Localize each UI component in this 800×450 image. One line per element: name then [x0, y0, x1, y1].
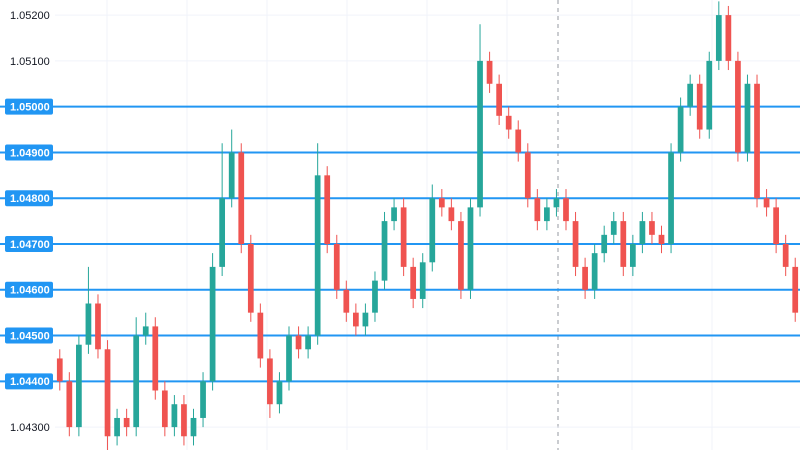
candle-body [591, 253, 598, 290]
candle-body [343, 289, 350, 313]
candle-body [142, 326, 149, 336]
candle-body [658, 234, 665, 244]
y-tick-label: 1.04900 [10, 147, 50, 159]
candle-body [744, 83, 751, 153]
candle-body [200, 381, 206, 418]
candle-body [524, 152, 531, 199]
y-tick-label: 1.05200 [10, 10, 50, 22]
candle-body [267, 358, 273, 405]
candle-body [553, 198, 560, 208]
candle-body [563, 198, 569, 222]
candle-body [438, 198, 445, 208]
y-tick-label: 1.05000 [10, 102, 50, 114]
candle-body [181, 404, 187, 437]
level-label-box [5, 327, 53, 344]
candle-body [754, 83, 760, 199]
candle-body [601, 234, 608, 254]
candle-body [391, 207, 397, 222]
candle-body [668, 152, 674, 244]
candle-body [219, 198, 226, 267]
candle-body [419, 262, 426, 299]
candle-body [582, 266, 588, 290]
candle-body [410, 266, 417, 299]
candle-body [544, 207, 550, 222]
candle-body [763, 198, 770, 208]
candle-body [276, 381, 283, 405]
candle-body [66, 381, 73, 428]
candle-body [238, 152, 245, 244]
y-tick-label: 1.05100 [10, 56, 50, 68]
candle-body [228, 152, 235, 199]
candle-body [572, 221, 579, 267]
candle-body [515, 129, 522, 153]
candle-body [715, 15, 722, 61]
candle-body [95, 303, 101, 350]
candle-body [362, 312, 369, 327]
candle-body [400, 207, 407, 267]
candle-body [486, 60, 493, 84]
candle-body [114, 417, 120, 437]
candle-body [381, 221, 388, 281]
candle-body [610, 221, 617, 235]
candle-body [85, 303, 92, 345]
candle-body [620, 221, 627, 267]
candle-body [639, 221, 646, 244]
candle-body [104, 349, 111, 437]
candle-body [295, 335, 302, 350]
candle-body [247, 243, 254, 313]
candle-body [372, 280, 378, 313]
candle-body [190, 417, 197, 437]
candle-body [76, 344, 82, 428]
y-tick-label: 1.04600 [10, 285, 50, 297]
candle-body [353, 312, 359, 327]
candle-body [649, 221, 655, 235]
candle-body [257, 312, 264, 359]
candle-body [735, 60, 741, 153]
candle-body [629, 243, 636, 267]
candle-body [429, 198, 436, 263]
candle-body [687, 83, 694, 107]
candle-body [773, 207, 779, 244]
candle-body [133, 335, 140, 428]
candle-body [333, 243, 340, 290]
candle-body [123, 417, 130, 428]
candle-body [792, 266, 799, 313]
level-label-box [5, 235, 53, 252]
candle-body [496, 83, 502, 116]
vertical-grid [106, 0, 713, 450]
candle-body [56, 358, 63, 382]
candle-body [477, 60, 483, 208]
y-tick-label: 1.04800 [10, 193, 50, 205]
y-tick-label: 1.04700 [10, 239, 50, 251]
candle-body [324, 175, 331, 244]
candle-body [534, 198, 541, 222]
level-label-box [5, 98, 53, 115]
y-tick-label: 1.04500 [10, 330, 50, 342]
candle-body [305, 335, 311, 350]
candle-body [314, 175, 321, 336]
candle-body [782, 243, 789, 267]
candle-body [161, 390, 168, 428]
level-label-box [5, 373, 53, 390]
candle-body [725, 15, 732, 61]
candle-body [706, 60, 713, 130]
y-tick-label: 1.04300 [10, 422, 50, 434]
level-label-box [5, 144, 53, 161]
candle-body [696, 83, 703, 130]
candle-body [448, 207, 455, 222]
candle-body [677, 106, 684, 153]
candle-body [505, 115, 512, 130]
candle-body [152, 326, 159, 391]
y-tick-label: 1.04400 [10, 376, 50, 388]
level-label-box [5, 281, 53, 298]
candle-body [209, 266, 216, 382]
candle-body [171, 404, 178, 428]
candle-body [286, 335, 292, 382]
candle-body [458, 221, 464, 290]
candle-body [467, 207, 474, 290]
level-label-box [5, 190, 53, 207]
